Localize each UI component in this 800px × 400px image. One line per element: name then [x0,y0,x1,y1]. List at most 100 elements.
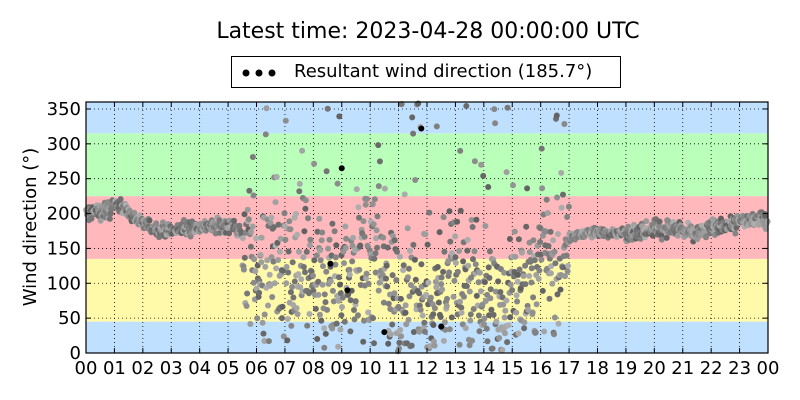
data-point [486,312,493,319]
data-point [733,224,740,231]
data-point [466,288,473,295]
data-point [300,254,307,261]
data-point [344,287,351,294]
data-point [337,290,344,297]
data-point [519,249,525,256]
axis-ticks [85,102,769,354]
data-point [464,236,471,243]
data-point [461,293,467,300]
data-point [525,306,532,313]
x-tick-label: 09 [330,358,353,379]
data-point [520,273,527,279]
data-point [248,228,255,235]
data-point [538,256,545,263]
data-point [370,315,376,322]
data-point [306,242,313,249]
data-point [361,233,368,240]
data-point [405,265,412,272]
data-point [331,228,338,235]
data-point [273,265,280,272]
data-point [515,236,522,243]
data-point [257,251,264,258]
data-point [762,226,769,232]
data-point [256,289,263,296]
data-point [394,248,400,255]
data-point [460,258,467,265]
x-tick-label: 16 [529,358,552,379]
data-point [247,321,254,327]
data-point [440,214,447,221]
data-point [287,289,294,296]
data-point [323,168,330,175]
data-point [236,222,243,229]
data-point [387,331,394,338]
data-point [470,256,476,263]
data-point [533,301,540,308]
data-point [430,311,437,318]
data-point [244,290,251,297]
data-point [405,316,412,323]
data-point [310,272,316,279]
data-point [365,280,372,287]
y-tick-label: 200 [47,204,81,225]
data-point [558,169,565,176]
data-point [374,244,381,251]
chart-title: Latest time: 2023-04-28 00:00:00 UTC [216,19,640,44]
data-point [336,274,342,281]
data-point [410,241,417,248]
data-point [505,322,512,329]
x-tick-label: 18 [586,358,609,379]
data-point [275,257,282,263]
data-point [338,312,345,319]
data-point [283,280,290,287]
data-point [431,342,438,349]
x-tick-label: 04 [188,358,211,379]
data-point [374,213,381,220]
data-point [476,269,483,276]
data-point [329,220,336,227]
data-point [404,225,411,232]
data-point [530,237,537,244]
data-point [500,301,507,308]
data-point [261,338,268,344]
data-point [297,284,304,291]
data-point [311,257,318,264]
data-point [492,120,499,127]
data-point [274,239,281,246]
data-point [333,242,340,249]
data-point [458,309,465,316]
data-point [396,339,403,346]
data-point [337,281,343,288]
data-point [216,229,223,236]
y-tick-label: 150 [47,238,81,259]
x-tick-label: 23 [728,358,751,379]
data-point [381,329,388,336]
data-point [391,290,398,297]
data-point [483,325,490,332]
data-point [674,232,681,239]
x-tick-label: 12 [416,358,439,379]
data-point [253,235,260,242]
data-point [372,250,379,257]
data-point [262,131,269,138]
x-tick-label: 03 [160,358,183,379]
data-point [339,294,346,301]
x-tick-label: 00 [757,358,780,379]
data-point [365,309,372,316]
data-point [421,319,428,326]
data-point [471,158,478,165]
data-point [502,330,508,337]
data-point [538,145,545,152]
data-point [488,306,495,313]
data-point [403,321,410,328]
data-point [539,287,546,294]
data-point [506,236,513,242]
data-point [528,279,535,286]
data-point [471,248,478,255]
data-point [375,142,382,149]
data-point [250,192,257,199]
data-point [551,248,558,255]
data-point [491,106,498,113]
data-point [244,206,251,213]
